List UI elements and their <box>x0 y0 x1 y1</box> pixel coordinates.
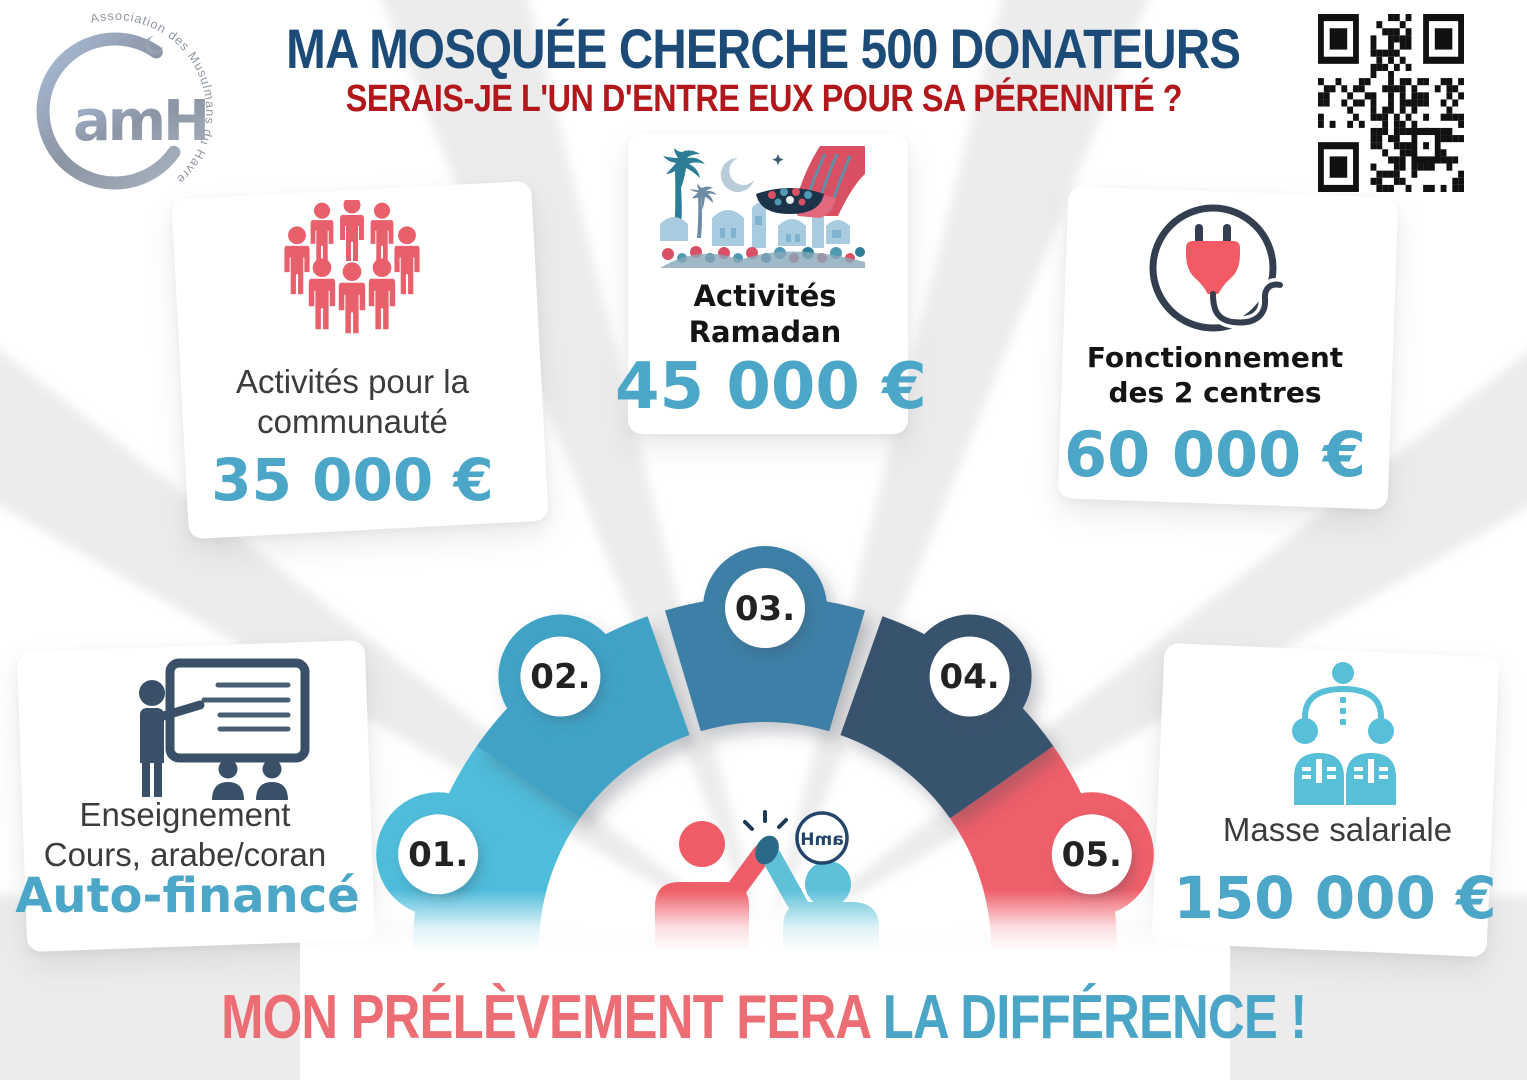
amh-logo: Association des Musulmans du Havre amH <box>36 9 216 190</box>
label-enseignement: Enseignement Cours, arabe/coran <box>43 796 327 874</box>
clasped-hands <box>755 835 779 865</box>
tagline-part2: LA DIFFÉRENCE ! <box>882 983 1307 1052</box>
svg-text:amH: amH <box>800 830 843 850</box>
svg-text:02.: 02. <box>530 657 590 697</box>
salary-team-icon <box>1292 662 1396 805</box>
segment-number-badge-1: 01. <box>398 814 479 895</box>
community-people-icon <box>284 200 420 334</box>
label-community: Activités pour la communauté <box>236 363 469 441</box>
qr-code <box>1318 14 1464 192</box>
segment-number-badge-3: 03. <box>725 568 805 648</box>
amount-ramadan: 45 000 € <box>615 350 927 424</box>
svg-text:04.: 04. <box>939 657 999 697</box>
poster-subtitle: SERAIS-JE L'UN D'ENTRE EUX POUR SA PÉREN… <box>345 78 1182 120</box>
tagline-part1: MON PRÉLÈVEMENT FERA <box>220 983 870 1052</box>
power-plug-icon <box>1149 204 1283 332</box>
ramadan-illustration <box>660 146 865 268</box>
svg-text:03.: 03. <box>735 589 795 629</box>
label-ramadan: Activités Ramadan <box>688 279 842 350</box>
spark-icon <box>743 810 788 831</box>
amount-centres: 60 000 € <box>1063 418 1366 491</box>
amount-enseignement: Auto-financé <box>15 868 360 924</box>
label-masse: Masse salariale <box>1222 811 1453 848</box>
amount-community: 35 000 € <box>211 446 494 514</box>
svg-text:01.: 01. <box>408 835 468 875</box>
label-centres: Fonctionnement des 2 centres <box>1086 341 1344 409</box>
poster-title: MA MOSQUÉE CHERCHE 500 DONATEURS <box>286 17 1241 80</box>
teacher-board-icon <box>139 658 310 800</box>
svg-text:amH: amH <box>73 89 207 154</box>
svg-text:05.: 05. <box>1062 835 1122 875</box>
crescent-icon <box>145 36 163 54</box>
tagline: MON PRÉLÈVEMENT FERA LA DIFFÉRENCE ! <box>0 982 1527 1053</box>
segment-number-badge-5: 05. <box>1051 814 1132 895</box>
amount-masse: 150 000 € <box>1173 864 1497 932</box>
amh-logo-stamp: amH <box>795 811 849 865</box>
segment-number-badge-2: 02. <box>520 636 601 717</box>
segment-number-badge-4: 04. <box>929 636 1010 717</box>
